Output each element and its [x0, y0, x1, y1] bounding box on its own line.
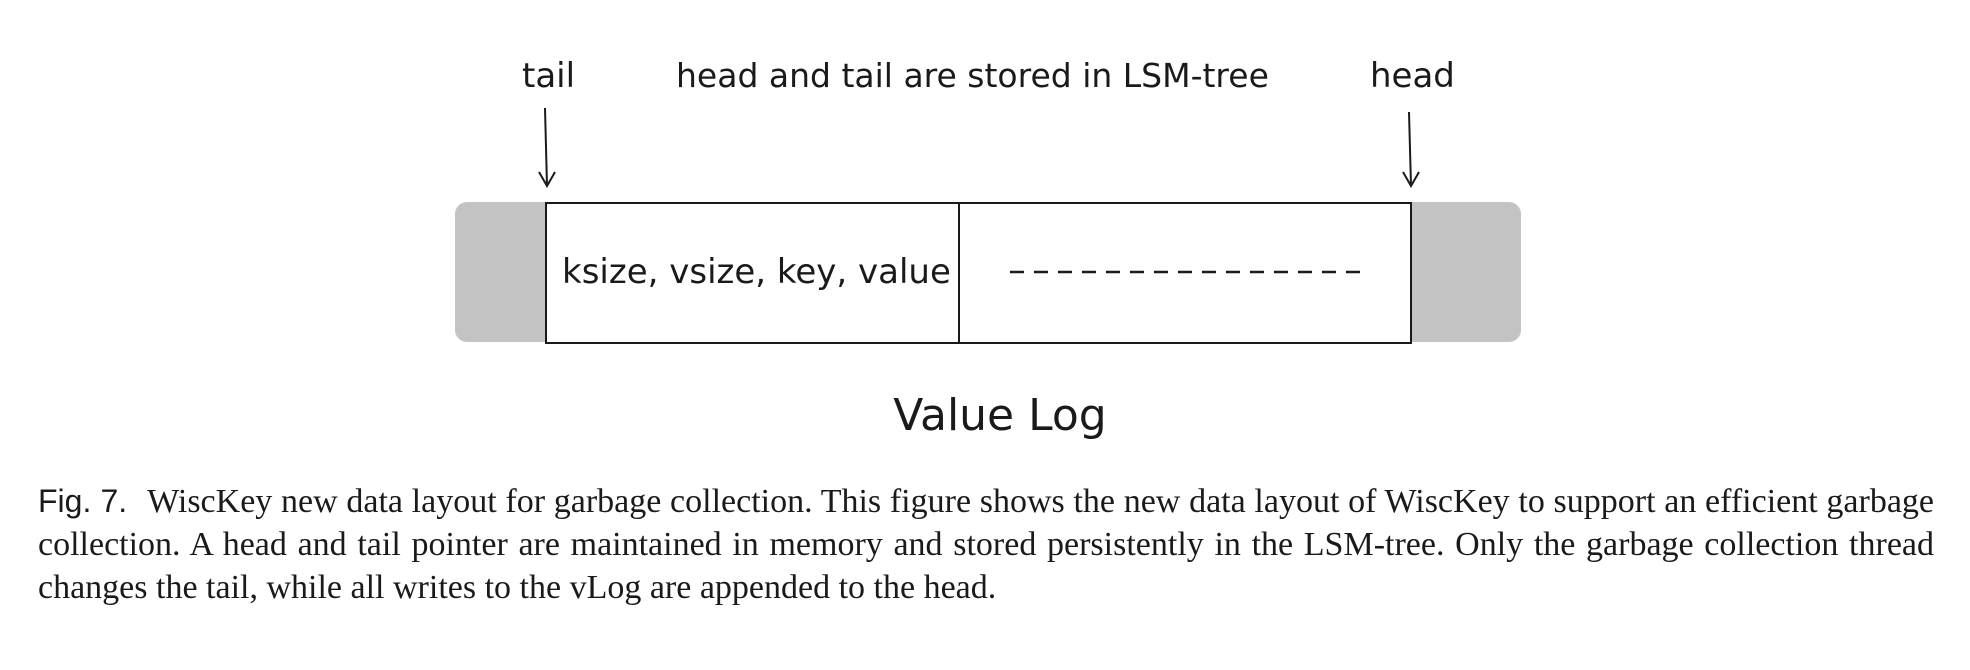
- record-fields-label: ksize, vsize, key, value: [562, 252, 951, 292]
- free-space-dashes: [1010, 270, 1360, 274]
- storage-note: head and tail are stored in LSM-tree: [676, 56, 1269, 95]
- record-cell: [545, 202, 960, 344]
- caption-text: WiscKey new data layout for garbage coll…: [38, 483, 1934, 606]
- diagram-title: Value Log: [893, 390, 1107, 441]
- head-arrow: [1408, 111, 1412, 187]
- tail-arrow: [544, 107, 548, 187]
- figure-number: Fig. 7.: [38, 483, 128, 519]
- head-label: head: [1370, 56, 1455, 96]
- figure-caption: Fig. 7. WiscKey new data layout for garba…: [38, 480, 1934, 609]
- pointer-arrows: [538, 107, 1420, 189]
- tail-label: tail: [522, 56, 576, 96]
- value-log-diagram: tail head and tail are stored in LSM-tre…: [455, 56, 1521, 441]
- tail-arrowhead: [538, 171, 556, 189]
- head-arrowhead: [1402, 171, 1420, 189]
